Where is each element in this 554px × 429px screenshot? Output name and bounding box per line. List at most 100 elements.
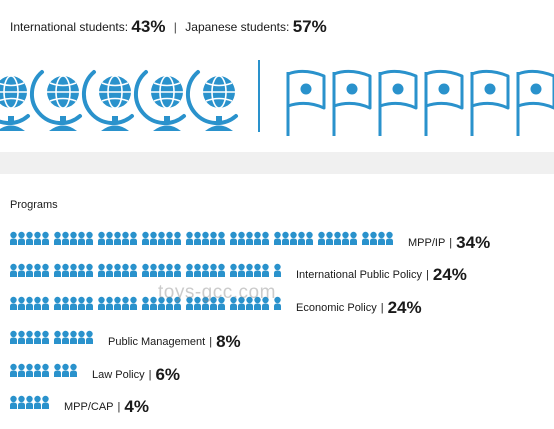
program-bar [10,296,281,310]
program-label: MPP/IP | 34% [408,233,490,253]
student-icon [70,231,77,245]
student-icon [114,263,121,277]
student-icon [54,263,61,277]
student-icon [290,231,297,245]
japanese-label: Japanese students: [185,20,290,34]
student-icon [42,330,49,344]
student-icon [86,330,93,344]
program-label: Law Policy | 6% [92,365,180,385]
globe-icons-group [0,70,238,131]
student-icon [150,263,157,277]
student-icon [210,296,217,310]
student-icon [306,231,313,245]
student-icon [18,330,25,344]
student-icon [70,296,77,310]
student-icon [10,231,17,245]
program-bar [10,330,93,344]
student-icon [246,231,253,245]
student-icon [86,296,93,310]
student-icon [218,263,225,277]
program-label: International Public Policy | 24% [296,265,467,285]
student-icon [274,231,281,245]
program-bar [10,231,393,245]
student-icon [194,263,201,277]
student-icon [254,231,261,245]
student-icon [114,231,121,245]
program-bar [10,363,77,377]
student-icon [274,263,281,277]
separator: | [117,401,121,413]
student-icon [26,395,33,409]
student-icon [238,263,245,277]
globe-icon [29,70,82,131]
student-icon [98,263,105,277]
program-pct: 4% [124,397,149,416]
program-pct: 6% [155,365,181,384]
student-icon [54,231,61,245]
student-icon [318,231,325,245]
student-ratio-line: International students: 43% | Japanese s… [10,17,327,37]
student-icon [326,231,333,245]
student-icon [78,296,85,310]
student-icon [34,296,41,310]
student-icon [34,330,41,344]
student-icon [350,231,357,245]
student-icon [218,296,225,310]
program-pct: 24% [387,298,422,317]
program-name: Law Policy [92,369,145,381]
international-label: International students: [10,20,129,34]
japan-flag-icon [470,69,510,136]
japanese-pct: 57% [292,17,327,36]
student-icon [18,296,25,310]
program-bar [10,263,281,277]
student-icon [262,296,269,310]
student-icon [78,263,85,277]
student-icon [150,231,157,245]
japan-flag-icon [424,69,464,136]
student-icon [26,330,33,344]
separator: | [380,302,384,314]
student-icon [122,263,129,277]
program-name: Economic Policy [296,302,377,314]
student-icon [262,263,269,277]
section-gap [0,152,554,174]
student-icon [10,263,17,277]
student-icon [210,263,217,277]
student-icon [26,263,33,277]
globe-icon [133,70,186,131]
student-icon [62,296,69,310]
student-icon [26,231,33,245]
student-icon [130,263,137,277]
student-icon [78,231,85,245]
globe-icon [185,70,238,131]
separator: | [173,20,177,34]
student-icon [62,231,69,245]
student-icon [86,263,93,277]
student-icon [166,296,173,310]
program-pct: 8% [216,332,241,351]
program-label: Economic Policy | 24% [296,298,422,318]
student-icon [230,263,237,277]
student-icon [142,231,149,245]
student-icon [158,296,165,310]
student-ratio-panel: International students: 43% | Japanese s… [0,0,554,152]
student-icon [54,363,61,377]
student-icon [106,263,113,277]
program-name: International Public Policy [296,269,422,281]
student-icon [334,231,341,245]
student-icon [230,296,237,310]
student-icon [202,231,209,245]
student-icon [62,330,69,344]
japan-flag-icon [332,69,372,136]
student-icon [130,231,137,245]
program-label: Public Management | 8% [108,332,241,352]
student-icon [78,330,85,344]
student-icon [186,263,193,277]
student-icon [174,231,181,245]
student-icon [10,296,17,310]
student-icon [34,395,41,409]
student-icon [62,263,69,277]
student-icon [202,263,209,277]
student-icon [122,231,129,245]
student-icon [98,231,105,245]
